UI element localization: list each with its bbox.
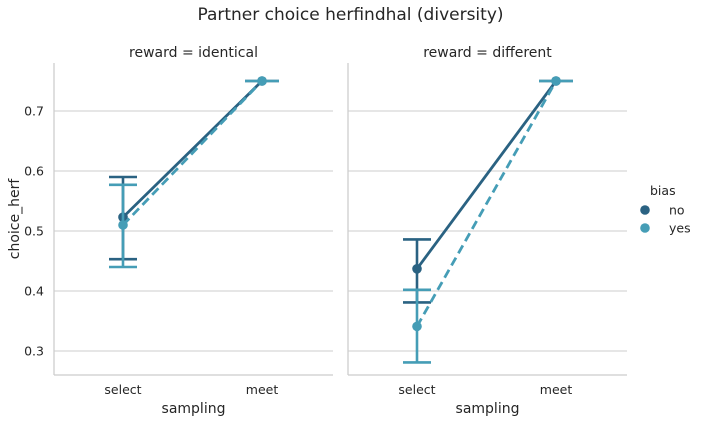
data-point — [412, 264, 422, 274]
y-tick-label: 0.4 — [24, 284, 44, 299]
series-line — [415, 80, 558, 270]
series-line — [121, 80, 264, 226]
panel-title: reward = identical — [129, 45, 258, 61]
data-point — [551, 76, 561, 86]
y-tick-label: 0.7 — [24, 104, 44, 119]
series-no — [403, 76, 573, 304]
series-line — [415, 80, 558, 328]
x-tick-label: select — [104, 382, 141, 397]
panel-1: 0.3 0.4 0.5 0.6 0.7 select meet sampling reward … — [24, 45, 333, 417]
chart-title: Partner choice herfindhal (diversity) — [197, 5, 503, 25]
x-axis-label: sampling — [456, 401, 520, 417]
panel-title: reward = different — [423, 45, 552, 61]
x-tick-label: meet — [540, 382, 573, 397]
data-point — [412, 321, 422, 332]
y-tick-label: 0.6 — [24, 164, 44, 179]
x-tick-label: meet — [246, 382, 279, 397]
x-tick-label: select — [398, 382, 435, 397]
x-axis-label: sampling — [162, 401, 226, 417]
data-point — [257, 76, 267, 86]
series-yes — [109, 76, 279, 269]
y-tick-label: 0.3 — [24, 344, 44, 359]
y-axis-label: choice_herf — [7, 178, 23, 260]
data-point — [118, 220, 128, 230]
series-line — [122, 80, 263, 219]
legend-title: bias — [650, 183, 676, 198]
y-tick-label: 0.5 — [24, 224, 44, 239]
legend-label-no: no — [669, 203, 685, 218]
panel-2: select meet sampling reward = different — [347, 45, 627, 417]
series-no — [109, 76, 279, 261]
legend-label-yes: yes — [669, 221, 691, 236]
legend: bias no yes — [640, 183, 691, 236]
legend-marker-yes — [640, 223, 650, 233]
legend-marker-no — [640, 205, 650, 215]
series-yes — [403, 76, 573, 364]
